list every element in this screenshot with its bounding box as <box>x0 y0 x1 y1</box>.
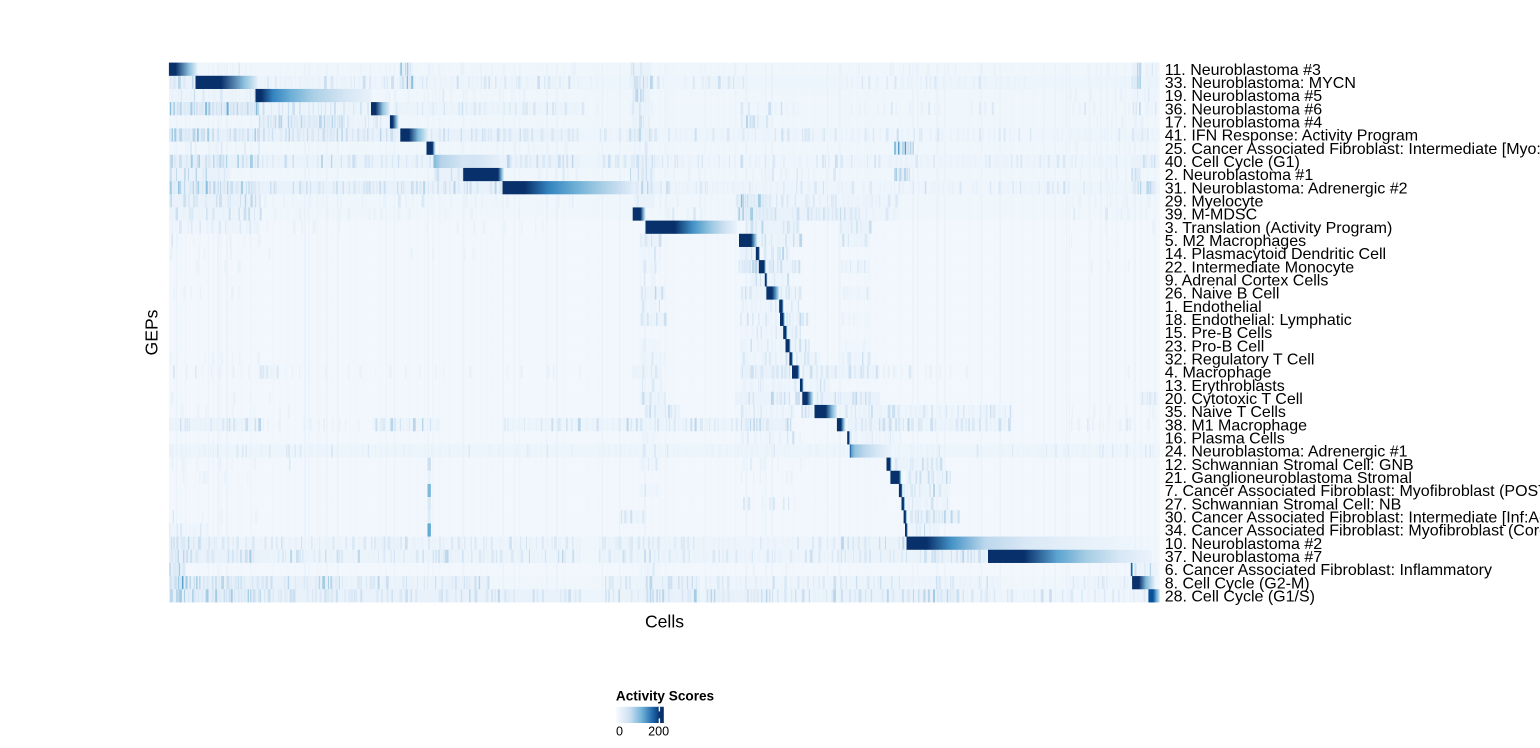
svg-text:22. Intermediate Monocyte: 22. Intermediate Monocyte <box>1165 259 1355 276</box>
svg-text:35. Naive T Cells: 35. Naive T Cells <box>1165 404 1286 421</box>
svg-text:29. Myelocyte: 29. Myelocyte <box>1165 193 1264 210</box>
svg-text:34. Cancer Associated Fibrobla: 34. Cancer Associated Fibroblast: Myofib… <box>1165 523 1540 540</box>
svg-text:31. Neuroblastoma: Adrenergic: 31. Neuroblastoma: Adrenergic #2 <box>1165 180 1408 197</box>
svg-text:23. Pro-B Cell: 23. Pro-B Cell <box>1165 338 1265 355</box>
svg-text:27. Schwannian Stromal Cell: N: 27. Schwannian Stromal Cell: NB <box>1165 496 1402 513</box>
svg-text:20. Cytotoxic T Cell: 20. Cytotoxic T Cell <box>1165 391 1303 408</box>
svg-text:4. Macrophage: 4. Macrophage <box>1165 365 1272 382</box>
svg-text:32. Regulatory T Cell: 32. Regulatory T Cell <box>1165 351 1315 368</box>
svg-text:40. Cell Cycle (G1): 40. Cell Cycle (G1) <box>1165 154 1300 171</box>
svg-text:2. Neuroblastoma #1: 2. Neuroblastoma #1 <box>1165 167 1314 184</box>
svg-text:19. Neuroblastoma #5: 19. Neuroblastoma #5 <box>1165 88 1323 105</box>
svg-text:12. Schwannian Stromal Cell: G: 12. Schwannian Stromal Cell: GNB <box>1165 457 1414 474</box>
svg-text:30. Cancer Associated Fibrobla: 30. Cancer Associated Fibroblast: Interm… <box>1165 509 1540 526</box>
svg-text:GEPs: GEPs <box>142 309 162 355</box>
svg-text:18. Endothelial: Lymphatic: 18. Endothelial: Lymphatic <box>1165 312 1352 329</box>
svg-text:0: 0 <box>616 725 623 739</box>
svg-text:10. Neuroblastoma #2: 10. Neuroblastoma #2 <box>1165 536 1323 553</box>
svg-text:7. Cancer Associated Fibroblas: 7. Cancer Associated Fibroblast: Myofibr… <box>1165 483 1540 500</box>
svg-text:33. Neuroblastoma: MYCN: 33. Neuroblastoma: MYCN <box>1165 75 1356 92</box>
svg-text:Activity Scores: Activity Scores <box>616 688 714 703</box>
svg-text:6. Cancer Associated Fibroblas: 6. Cancer Associated Fibroblast: Inflamm… <box>1165 562 1492 579</box>
svg-text:17. Neuroblastoma #4: 17. Neuroblastoma #4 <box>1165 114 1323 131</box>
svg-text:8. Cell Cycle (G2-M): 8. Cell Cycle (G2-M) <box>1165 575 1310 592</box>
svg-text:11. Neuroblastoma #3: 11. Neuroblastoma #3 <box>1165 62 1321 79</box>
svg-text:1. Endothelial: 1. Endothelial <box>1165 299 1262 316</box>
svg-text:3. Translation (Activity Progr: 3. Translation (Activity Program) <box>1165 220 1393 237</box>
svg-text:41. IFN Response: Activity Pro: 41. IFN Response: Activity Program <box>1165 128 1418 145</box>
svg-text:13. Erythroblasts: 13. Erythroblasts <box>1165 378 1285 395</box>
svg-text:39. M-MDSC: 39. M-MDSC <box>1165 207 1257 224</box>
svg-text:26. Naive B Cell: 26. Naive B Cell <box>1165 286 1280 303</box>
svg-text:38. M1 Macrophage: 38. M1 Macrophage <box>1165 417 1307 434</box>
svg-text:24. Neuroblastoma: Adrenergic: 24. Neuroblastoma: Adrenergic #1 <box>1165 444 1408 461</box>
svg-text:9. Adrenal Cortex Cells: 9. Adrenal Cortex Cells <box>1165 272 1329 289</box>
svg-text:15. Pre-B Cells: 15. Pre-B Cells <box>1165 325 1273 342</box>
svg-text:25. Cancer Associated Fibrobla: 25. Cancer Associated Fibroblast: Interm… <box>1165 141 1540 158</box>
svg-text:28. Cell Cycle (G1/S): 28. Cell Cycle (G1/S) <box>1165 588 1315 605</box>
svg-text:5. M2 Macrophages: 5. M2 Macrophages <box>1165 233 1306 250</box>
svg-text:16. Plasma Cells: 16. Plasma Cells <box>1165 430 1285 447</box>
svg-text:Cells: Cells <box>645 611 684 631</box>
svg-text:37. Neuroblastoma #7: 37. Neuroblastoma #7 <box>1165 549 1323 566</box>
svg-text:36. Neuroblastoma #6: 36. Neuroblastoma #6 <box>1165 101 1323 118</box>
svg-text:200: 200 <box>648 725 669 739</box>
svg-text:21. Ganglioneuroblastoma Strom: 21. Ganglioneuroblastoma Stromal <box>1165 470 1412 487</box>
svg-text:14. Plasmacytoid Dendritic Cel: 14. Plasmacytoid Dendritic Cell <box>1165 246 1386 263</box>
